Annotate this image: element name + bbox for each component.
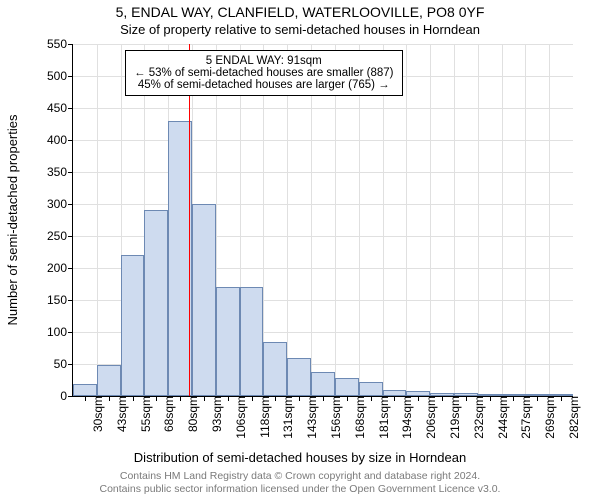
histogram-bar	[263, 342, 287, 396]
histogram-bar	[287, 358, 311, 396]
gridline-h	[73, 172, 573, 173]
annotation-box: 5 ENDAL WAY: 91sqm ← 53% of semi-detache…	[125, 50, 403, 96]
xtick-label: 93sqm	[204, 396, 224, 432]
ytick-label: 250	[47, 229, 73, 243]
annotation-larger: 45% of semi-detached houses are larger (…	[134, 79, 394, 91]
xtick-label: 80sqm	[180, 396, 200, 432]
xtick-label: 181sqm	[371, 396, 391, 439]
xtick-label: 143sqm	[299, 396, 319, 439]
xtick-label: 194sqm	[394, 396, 414, 439]
xtick-label: 30sqm	[85, 396, 105, 432]
histogram-bar	[97, 365, 121, 396]
gridline-v	[335, 44, 336, 396]
gridline-h	[73, 204, 573, 205]
ytick-label: 200	[47, 261, 73, 275]
histogram-bar	[240, 287, 264, 396]
ytick-label: 350	[47, 165, 73, 179]
ytick-label: 550	[47, 37, 73, 51]
gridline-v	[287, 44, 288, 396]
ytick-label: 450	[47, 101, 73, 115]
xtick-label: 68sqm	[156, 396, 176, 432]
gridline-h	[73, 108, 573, 109]
attribution: Contains HM Land Registry data © Crown c…	[0, 470, 600, 496]
xtick-label: 43sqm	[109, 396, 129, 432]
xtick-label: 55sqm	[133, 396, 153, 432]
gridline-v	[478, 44, 479, 396]
gridline-v	[502, 44, 503, 396]
attribution-line1: Contains HM Land Registry data © Crown c…	[0, 470, 600, 483]
plot-area: 05010015020025030035040045050055030sqm43…	[72, 44, 573, 397]
gridline-v	[311, 44, 312, 396]
annotation-smaller: ← 53% of semi-detached houses are smalle…	[134, 67, 394, 79]
xtick-label: 232sqm	[466, 396, 486, 439]
ytick-label: 500	[47, 69, 73, 83]
xtick-label: 257sqm	[513, 396, 533, 439]
ytick-label: 150	[47, 293, 73, 307]
xtick-label: 106sqm	[228, 396, 248, 439]
gridline-v	[383, 44, 384, 396]
xtick-label: 118sqm	[252, 396, 272, 438]
gridline-v	[430, 44, 431, 396]
y-axis-label: Number of semi-detached properties	[5, 115, 20, 326]
gridline-h	[73, 44, 573, 45]
xtick-label: 244sqm	[490, 396, 510, 439]
gridline-v	[406, 44, 407, 396]
annotation-subject: 5 ENDAL WAY: 91sqm	[134, 55, 394, 67]
ytick-label: 300	[47, 197, 73, 211]
gridline-v	[549, 44, 550, 396]
xtick-label: 156sqm	[323, 396, 343, 439]
attribution-line2: Contains public sector information licen…	[0, 483, 600, 496]
histogram-bar	[121, 255, 145, 396]
histogram-bar	[359, 382, 383, 396]
chart-title-description: Size of property relative to semi-detach…	[0, 22, 600, 37]
gridline-h	[73, 140, 573, 141]
ytick-label: 50	[54, 357, 73, 371]
figure: 5, ENDAL WAY, CLANFIELD, WATERLOOVILLE, …	[0, 0, 600, 500]
histogram-bar	[335, 378, 359, 396]
x-axis-label: Distribution of semi-detached houses by …	[0, 450, 600, 465]
gridline-v	[97, 44, 98, 396]
histogram-bar	[73, 384, 97, 396]
xtick-label: 269sqm	[537, 396, 557, 439]
xtick-label: 131sqm	[275, 396, 295, 439]
gridline-v	[359, 44, 360, 396]
ytick-label: 400	[47, 133, 73, 147]
xtick-label: 206sqm	[418, 396, 438, 439]
histogram-bar	[311, 372, 335, 396]
chart-title-address: 5, ENDAL WAY, CLANFIELD, WATERLOOVILLE, …	[0, 4, 600, 20]
histogram-bar	[216, 287, 240, 396]
xtick-label: 219sqm	[442, 396, 462, 439]
xtick-label: 282sqm	[561, 396, 581, 439]
histogram-bar	[144, 210, 168, 396]
xtick-label: 168sqm	[347, 396, 367, 439]
property-marker-line	[189, 44, 190, 396]
histogram-bar	[192, 204, 216, 396]
gridline-v	[525, 44, 526, 396]
ytick-label: 100	[47, 325, 73, 339]
gridline-v	[454, 44, 455, 396]
ytick-label: 0	[60, 389, 73, 403]
